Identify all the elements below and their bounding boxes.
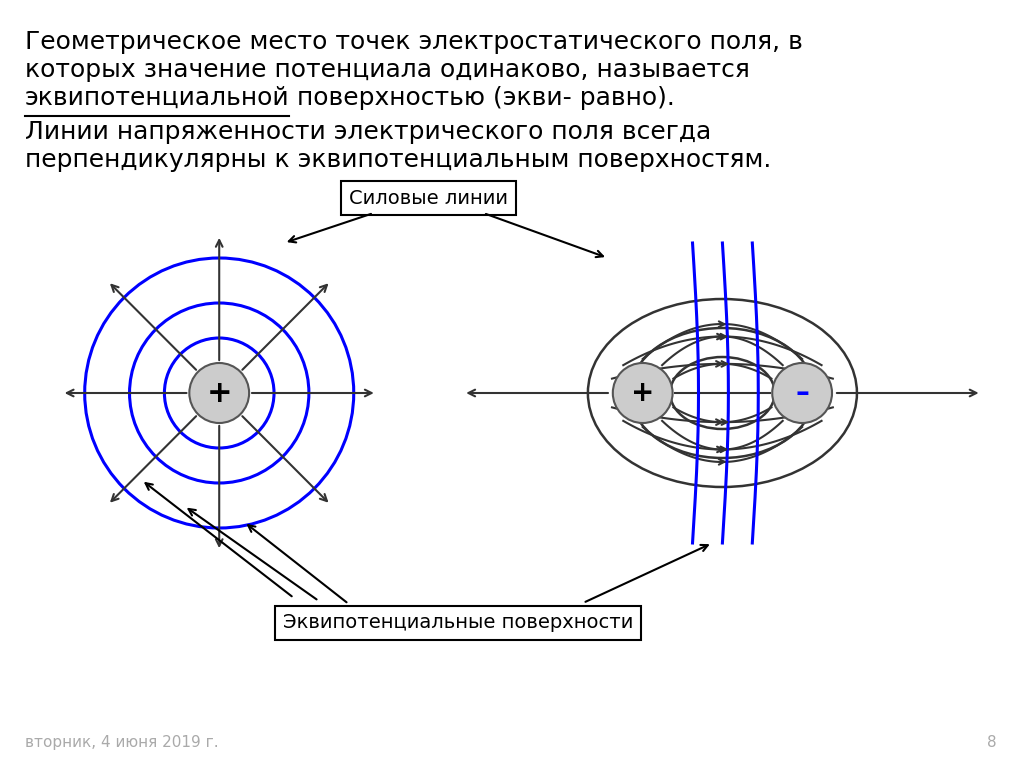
Text: 8: 8: [987, 735, 996, 750]
Text: –: –: [796, 379, 809, 407]
Text: вторник, 4 июня 2019 г.: вторник, 4 июня 2019 г.: [25, 735, 218, 750]
Text: поверхностью (экви- равно).: поверхностью (экви- равно).: [289, 86, 675, 110]
Circle shape: [772, 363, 833, 423]
Text: Линии напряженности электрического поля всегда: Линии напряженности электрического поля …: [25, 120, 711, 144]
Text: +: +: [631, 379, 654, 407]
Text: эквипотенциальной: эквипотенциальной: [25, 86, 290, 110]
Text: которых значение потенциала одинаково, называется: которых значение потенциала одинаково, н…: [25, 58, 750, 82]
Text: перпендикулярны к эквипотенциальным поверхностям.: перпендикулярны к эквипотенциальным пове…: [25, 148, 771, 172]
Text: Силовые линии: Силовые линии: [349, 188, 508, 207]
Circle shape: [612, 363, 673, 423]
Text: Геометрическое место точек электростатического поля, в: Геометрическое место точек электростатич…: [25, 30, 803, 54]
Text: Эквипотенциальные поверхности: Эквипотенциальные поверхности: [284, 614, 634, 633]
Circle shape: [189, 363, 249, 423]
Text: +: +: [207, 379, 232, 408]
